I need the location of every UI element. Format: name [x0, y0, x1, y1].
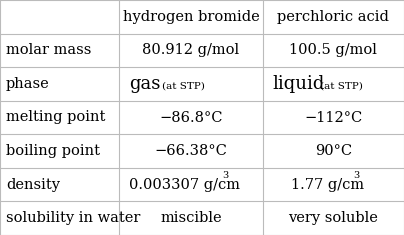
Text: melting point: melting point	[6, 110, 105, 125]
Text: perchloric acid: perchloric acid	[278, 10, 389, 24]
Text: −112°C: −112°C	[304, 110, 362, 125]
Text: very soluble: very soluble	[288, 211, 378, 225]
Text: phase: phase	[6, 77, 50, 91]
Text: molar mass: molar mass	[6, 43, 91, 57]
Text: miscible: miscible	[160, 211, 222, 225]
Text: 1.77 g/cm: 1.77 g/cm	[290, 178, 364, 192]
Text: 3: 3	[222, 171, 228, 180]
Text: hydrogen bromide: hydrogen bromide	[122, 10, 259, 24]
Text: liquid: liquid	[273, 75, 325, 93]
Text: (at STP): (at STP)	[162, 82, 205, 91]
Text: density: density	[6, 178, 60, 192]
Text: −66.38°C: −66.38°C	[154, 144, 227, 158]
Text: solubility in water: solubility in water	[6, 211, 141, 225]
Text: 100.5 g/mol: 100.5 g/mol	[289, 43, 377, 57]
Text: gas: gas	[129, 75, 161, 93]
Text: boiling point: boiling point	[6, 144, 100, 158]
Text: 0.003307 g/cm: 0.003307 g/cm	[129, 178, 240, 192]
Text: 3: 3	[353, 171, 360, 180]
Text: −86.8°C: −86.8°C	[159, 110, 223, 125]
Text: 80.912 g/mol: 80.912 g/mol	[142, 43, 240, 57]
Text: 90°C: 90°C	[315, 144, 352, 158]
Text: (at STP): (at STP)	[320, 82, 363, 91]
